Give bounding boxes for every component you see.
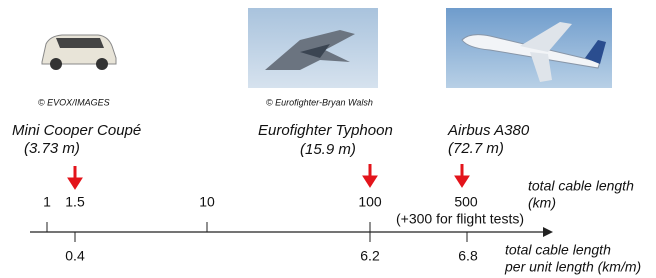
top-axis-label: total cable length [528, 178, 634, 194]
airliner-photo [446, 8, 612, 88]
bottom-tick-label: 6.8 [458, 248, 478, 264]
bottom-tick-label: 0.4 [65, 248, 85, 264]
top-tick-label: 500 [454, 194, 478, 210]
top-note: (+300 for flight tests) [396, 211, 524, 227]
bottom-axis-label: per unit length (km/m) [504, 259, 641, 275]
top-tick-label: 1.5 [65, 194, 85, 210]
top-axis-label: (km) [528, 195, 556, 211]
vehicle-length: (15.9 m) [300, 141, 356, 158]
top-tick-label: 100 [358, 194, 382, 210]
red-arrows [68, 164, 469, 189]
vehicle-length: (72.7 m) [448, 140, 504, 157]
photo-credit: © Eurofighter-Bryan Walsh [266, 97, 373, 107]
vehicle-name: Eurofighter Typhoon [258, 122, 393, 139]
diagram: © EVOX/IMAGES © Eurofighter-Bryan Walsh … [0, 0, 656, 278]
top-tick-label: 10 [199, 194, 215, 210]
bottom-axis-label: total cable length [505, 242, 611, 258]
photo-credit: © EVOX/IMAGES [38, 97, 110, 107]
vehicle-name: Mini Cooper Coupé [12, 122, 141, 139]
axis-arrow [543, 227, 553, 237]
vehicle-length: (3.73 m) [24, 140, 80, 157]
car-photo [32, 12, 124, 82]
bottom-tick-label: 6.2 [360, 248, 380, 264]
top-tick-label: 1 [43, 194, 51, 210]
jet-photo [248, 8, 378, 88]
vehicle-name: Airbus A380 [447, 122, 530, 139]
